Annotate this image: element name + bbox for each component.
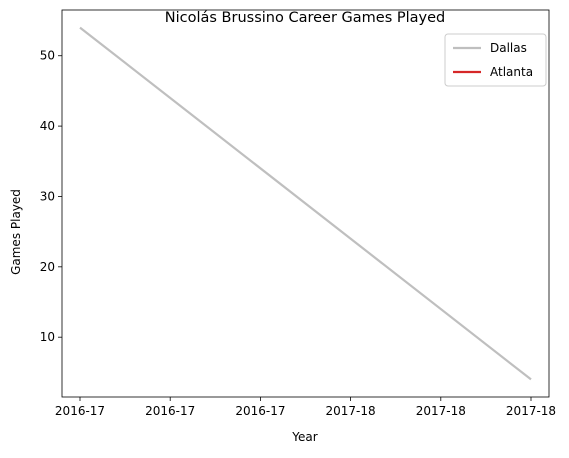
x-tick-label: 2017-18	[506, 404, 556, 418]
series-line-dallas	[79, 26, 532, 381]
y-tick-label: 10	[40, 330, 55, 344]
y-tick-label: 40	[40, 119, 55, 133]
y-tick-label: 20	[40, 260, 55, 274]
x-tick-label: 2016-17	[55, 404, 105, 418]
y-tick-label: 30	[40, 189, 55, 203]
x-tick-label: 2017-18	[416, 404, 466, 418]
x-tick-label: 2017-18	[326, 404, 376, 418]
chart-title: Nicolás Brussino Career Games Played	[165, 10, 445, 26]
y-axis: 10 20 30 40 50	[40, 49, 62, 344]
y-axis-label: Games Played	[9, 189, 23, 275]
legend: Dallas Atlanta	[444, 33, 547, 87]
plot-frame	[61, 9, 550, 398]
legend-label-dallas: Dallas	[490, 41, 527, 55]
legend-label-atlanta: Atlanta	[490, 65, 533, 79]
series-layer	[79, 26, 532, 381]
x-axis: 2016-17 2016-17 2016-17 2017-18 2017-18 2017-…	[55, 397, 556, 418]
x-tick-label: 2016-17	[145, 404, 195, 418]
y-tick-label: 50	[40, 49, 55, 63]
plot-area	[61, 9, 550, 398]
x-axis-label: Year	[291, 430, 317, 444]
x-tick-label: 2016-17	[235, 404, 285, 418]
